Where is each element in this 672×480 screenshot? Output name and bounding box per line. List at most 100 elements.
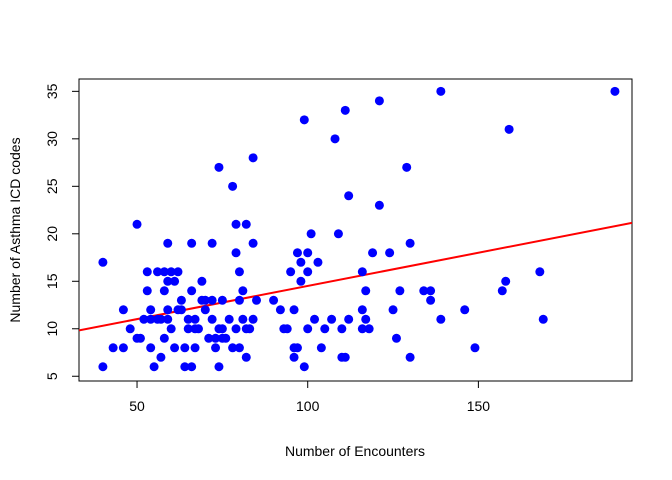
data-point [156,352,166,362]
data-point [245,324,255,334]
data-point [361,286,371,296]
data-point [153,267,163,277]
data-point [214,362,224,372]
data-point [310,314,320,324]
data-point [391,333,401,343]
data-point [149,362,159,372]
data-point [118,305,128,315]
data-point [340,352,350,362]
data-point [176,305,186,315]
data-point [238,286,248,296]
data-point [327,314,337,324]
data-point [108,343,118,353]
data-point [357,324,367,334]
x-tick-label: 100 [296,398,320,414]
data-point [248,238,258,248]
data-point [231,248,241,258]
data-point [118,343,128,353]
data-point [388,305,398,315]
data-point [357,305,367,315]
data-point [204,333,214,343]
data-point [187,238,197,248]
data-point [419,286,429,296]
data-point [163,314,173,324]
data-point [405,352,415,362]
data-point [497,286,507,296]
data-point [361,314,371,324]
data-point [333,229,343,239]
y-tick-label: 25 [44,178,60,194]
data-point [535,267,545,277]
data-point [170,276,180,286]
data-point [166,324,176,334]
data-point [275,305,285,315]
data-point [306,229,316,239]
data-point [234,343,244,353]
data-point [228,181,238,191]
data-point [190,314,200,324]
data-point [156,314,166,324]
data-point [217,295,227,305]
regression-line [79,221,632,332]
data-point [296,276,306,286]
y-tick-label: 5 [44,372,60,380]
data-point [159,267,169,277]
data-point [183,314,193,324]
data-point [296,257,306,267]
data-point [197,276,207,286]
data-point [187,362,197,372]
data-point [303,248,313,258]
data-point [299,115,309,125]
data-point [190,343,200,353]
data-point [252,295,262,305]
data-point [98,257,108,267]
data-point [163,276,173,286]
data-point [231,324,241,334]
data-point [610,86,620,96]
data-point [538,314,548,324]
data-point [340,105,350,115]
data-point [142,286,152,296]
data-point [163,305,173,315]
data-point [316,343,326,353]
data-point [166,267,176,277]
data-point [228,343,238,353]
data-point [146,305,156,315]
data-point [211,343,221,353]
data-point [286,267,296,277]
data-point [221,333,231,343]
data-point [436,314,446,324]
data-point [214,162,224,172]
data-point [142,267,152,277]
data-point [180,343,190,353]
data-point [207,295,217,305]
data-point [292,248,302,258]
y-axis: 5 10 15 20 25 30 35 [44,83,80,380]
data-point [187,286,197,296]
y-tick-label: 20 [44,226,60,242]
data-point [200,295,210,305]
data-point [193,324,203,334]
data-point [146,343,156,353]
data-point [217,324,227,334]
y-tick-label: 30 [44,131,60,147]
data-point [200,305,210,315]
data-point [98,362,108,372]
data-point [269,295,279,305]
data-point [501,276,511,286]
data-point [159,333,169,343]
data-point [183,324,193,334]
data-point [248,314,258,324]
data-point [282,324,292,334]
data-point [470,343,480,353]
data-point [504,124,514,134]
data-point [180,362,190,372]
data-point [173,267,183,277]
data-point [402,162,412,172]
data-point [224,314,234,324]
y-tick-label: 35 [44,83,60,99]
x-tick-label: 150 [467,398,491,414]
data-point [170,343,180,353]
x-axis-title: Number of Encounters [285,443,425,459]
